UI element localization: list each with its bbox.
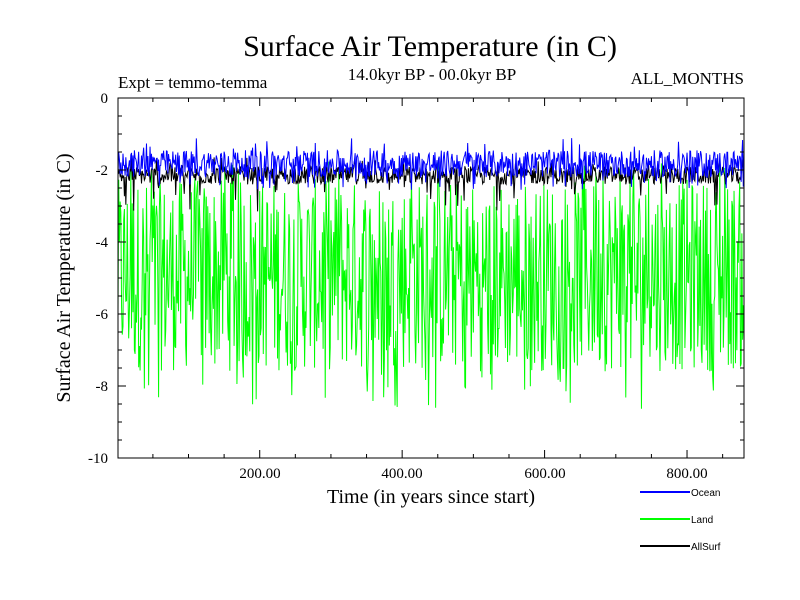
y-tick-label: 0 [101,91,109,107]
y-tick-label: -6 [96,307,109,323]
x-axis-label: Time (in years since start) [327,486,535,508]
y-tick-label: -10 [88,451,108,467]
chart-title: Surface Air Temperature (in C) [243,30,617,63]
months-label: ALL_MONTHS [631,69,744,88]
series-line-ocean [117,138,745,190]
y-tick-label: -8 [96,379,109,395]
series-layer [117,138,745,409]
legend-label-ocean: Ocean [691,488,720,499]
legend-label-land: Land [691,515,713,526]
y-tick-label: -4 [96,235,109,251]
experiment-label: Expt = temmo-temma [118,73,268,92]
x-tick-label: 400.00 [381,466,422,482]
y-axis-label: Surface Air Temperature (in C) [53,153,75,402]
legend-label-allsurf: AllSurf [691,542,721,553]
tick-layer [118,97,744,459]
time-range-label: 14.0kyr BP - 00.0kyr BP [348,65,516,84]
x-tick-label: 800.00 [666,466,707,482]
x-tick-label: 600.00 [524,466,565,482]
y-tick-label: -2 [96,163,109,179]
legend: Ocean Land AllSurf [640,488,721,553]
x-tick-label: 200.00 [239,466,280,482]
plot-frame [117,97,745,459]
series-line-land [117,161,745,409]
